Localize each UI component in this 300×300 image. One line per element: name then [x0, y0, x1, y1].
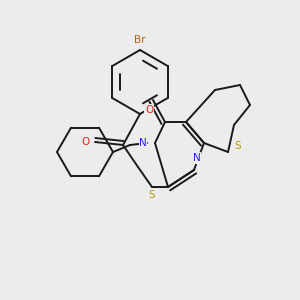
Text: S: S: [149, 190, 155, 200]
Text: O: O: [82, 137, 90, 147]
Text: N: N: [193, 153, 201, 163]
Text: S: S: [235, 141, 241, 151]
Text: Br: Br: [134, 35, 146, 45]
Text: N: N: [139, 138, 147, 148]
Text: O: O: [145, 105, 153, 115]
